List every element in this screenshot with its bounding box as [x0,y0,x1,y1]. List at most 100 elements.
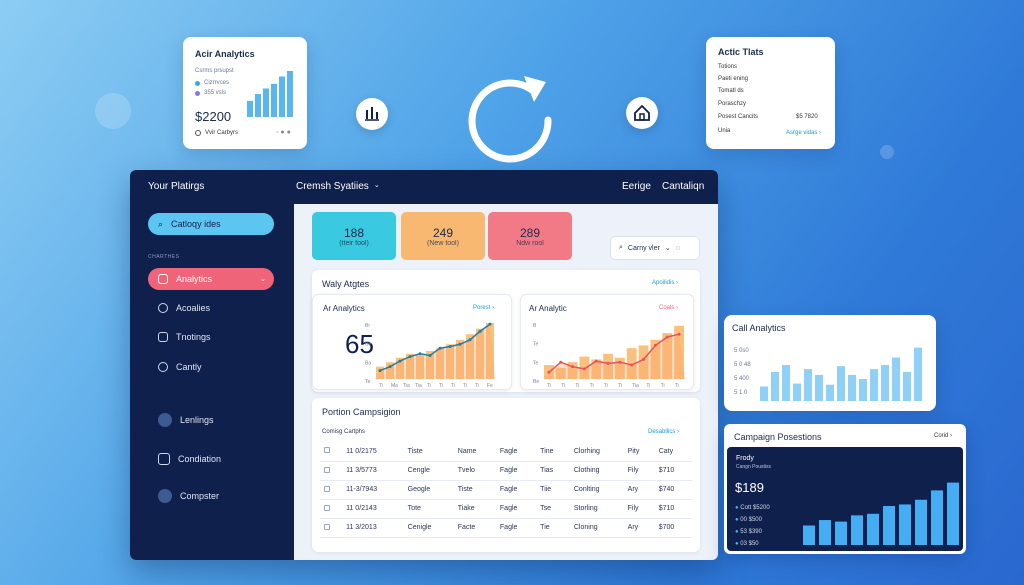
x-tick-label: Tia [415,383,422,389]
idea-icon [158,303,168,313]
chart-point [630,363,634,367]
row-checkbox[interactable] [320,518,343,538]
settings-icon [158,362,168,372]
chevron-down-icon: ⌄ [373,182,380,189]
row-checkbox[interactable] [320,499,343,519]
table-cell: 11 0/2175 [342,442,404,462]
panel-link[interactable]: Apoilidis › [652,280,679,286]
axis-label: 5 1 0 [734,390,748,396]
search-button[interactable]: ⌕ Catloqy ides [148,213,274,235]
chart-point [547,370,551,374]
table-row[interactable]: 11-3/7943 Geogle Tiste Fagle Tiie Conlting Ary… [320,480,692,500]
chart-title: Ar Analytics [323,304,365,313]
table-row[interactable]: 11 0/2143 Tote Tiake Fagle Tse Storling Fily $7… [320,499,692,519]
table-cell: $710 [654,499,692,519]
bar [867,513,879,545]
table-cell: Tiste [403,442,454,462]
chart-icon [158,274,168,284]
sidebar-item-analytics[interactable]: Analytics ⌄ [148,268,274,290]
chart-tag[interactable]: Coals › [659,305,679,311]
chart-area [543,334,685,379]
bar [892,357,900,401]
filter-dropdown[interactable]: ⌕ Carny vler ⌄ ◌ [610,236,700,260]
x-tick-label: Ti [604,383,608,389]
workspace-dropdown[interactable]: Cremsh Syatiies ⌄ [296,181,380,192]
table-cell: Facte [453,518,496,538]
sidebar-item-acoalies[interactable]: Acoalies [148,297,274,319]
chart-point [582,367,586,371]
stat-card[interactable]: 289 Ndw rool [488,212,572,260]
legend-dot-icon: ● [735,517,741,523]
chevron-down-icon: ⌄ [260,276,266,283]
app-title: Your Platirgs [148,181,205,192]
y-tick-label: Br [365,323,370,329]
table-cell: Tias [536,461,570,481]
x-tick-label: Ti [463,383,467,389]
bar [819,520,831,545]
nav-link[interactable]: Cantaliqn [662,181,705,192]
table-row[interactable]: 11 3/2013 Cenigle Facte Fagle Tie Cloning Ary $… [320,518,692,538]
legend-item: ● 53 $390 [735,529,762,535]
chart-point [428,353,432,357]
table-cell: Cengle [403,461,454,481]
card-footer-label: Unia [718,128,731,134]
sidebar-item-cantly[interactable]: Cantly [148,356,274,378]
bar [815,374,823,401]
campaign-table-panel: Portion Campsigion Comisg Cartphs Desabl… [312,398,700,552]
row-checkbox[interactable] [320,480,343,500]
x-tick-label: Ti [547,383,551,389]
table-cell: Fagle [495,461,537,481]
bar [899,504,911,545]
stat-card[interactable]: 188 (tteir fool) [312,212,396,260]
table-row[interactable]: 11 3/5773 Cengle Tvelo Fagle Tias Clothing Fil… [320,461,692,481]
card-title: Campaign Posestions [734,432,822,442]
x-tick-label: Ti [439,383,443,389]
sidebar-item-tnotings[interactable]: Tnotings [148,326,274,348]
table-cell: Name [453,442,496,462]
y-tick-label: Te [365,379,371,385]
chart-card-right: Ar Analytic Coals › B Te Te Be Ti Ti Ti Ti Ti Ti T… [520,294,694,390]
chart-point [398,359,402,363]
table-link[interactable]: Desabllics › [648,429,680,435]
big-value: 65 [345,329,374,359]
axis-label: 5 0 48 [734,362,751,368]
chart-bar [386,362,394,379]
table-cell: Ary [623,480,655,500]
chart-tag[interactable]: Porest › [473,305,495,311]
y-tick-label: B [533,323,537,329]
bar-line-chart: Br Be Ba Te Ti Ma Tia Tia Ti Ti Ti Ti Ti Fe [365,322,495,389]
campaign-table: 11 0/2175 Tiste Name Fagle Tine Clorhing Pity C… [320,442,692,538]
bar [255,94,261,117]
decor-circle [880,145,894,159]
card-link[interactable]: Corid › [934,433,953,439]
table-cell: Tse [536,499,570,519]
legend-dot-icon: ● [735,505,741,511]
chart-point [418,352,422,356]
table-cell: 11-3/7943 [342,480,404,500]
y-tick-label: Be [533,379,539,385]
table-row[interactable]: 11 0/2175 Tiste Name Fagle Tine Clorhing Pity C… [320,442,692,462]
x-tick-label: Ti [451,383,455,389]
stat-card[interactable]: 249 (New tool) [401,212,485,260]
more-icon[interactable]: ◦ ● ● [276,129,291,136]
bar [247,100,253,117]
row-checkbox[interactable] [320,461,343,481]
row-checkbox[interactable] [320,442,343,462]
list-item: Tomatl ds [718,88,744,94]
card-footer-link[interactable]: Asrge vidas › [786,130,822,136]
campaign-positions-card: Campaign Posestions Corid › Frody Cangn … [724,424,966,554]
chart-title: Ar Analytic [529,304,567,313]
table-cell: Storling [569,499,624,519]
table-cell: Fily [623,499,655,519]
nav-link[interactable]: Eerige [622,181,651,192]
chat-icon [158,332,168,342]
bar [870,369,878,401]
table-cell: Fagle [495,518,537,538]
sidebar-item-compster[interactable]: Compster [148,485,274,507]
sidebar-item-lenlings[interactable]: Lenlings [148,409,274,431]
search-icon: ⌕ [619,244,623,251]
sidebar-item-condiation[interactable]: Condiation [148,448,274,470]
axis-label: 5 400 [734,376,750,382]
table-cell: Conlting [569,480,624,500]
sidebar: ⌕ Catloqy ides CHARTHES Analytics ⌄ Acoali… [130,204,294,560]
